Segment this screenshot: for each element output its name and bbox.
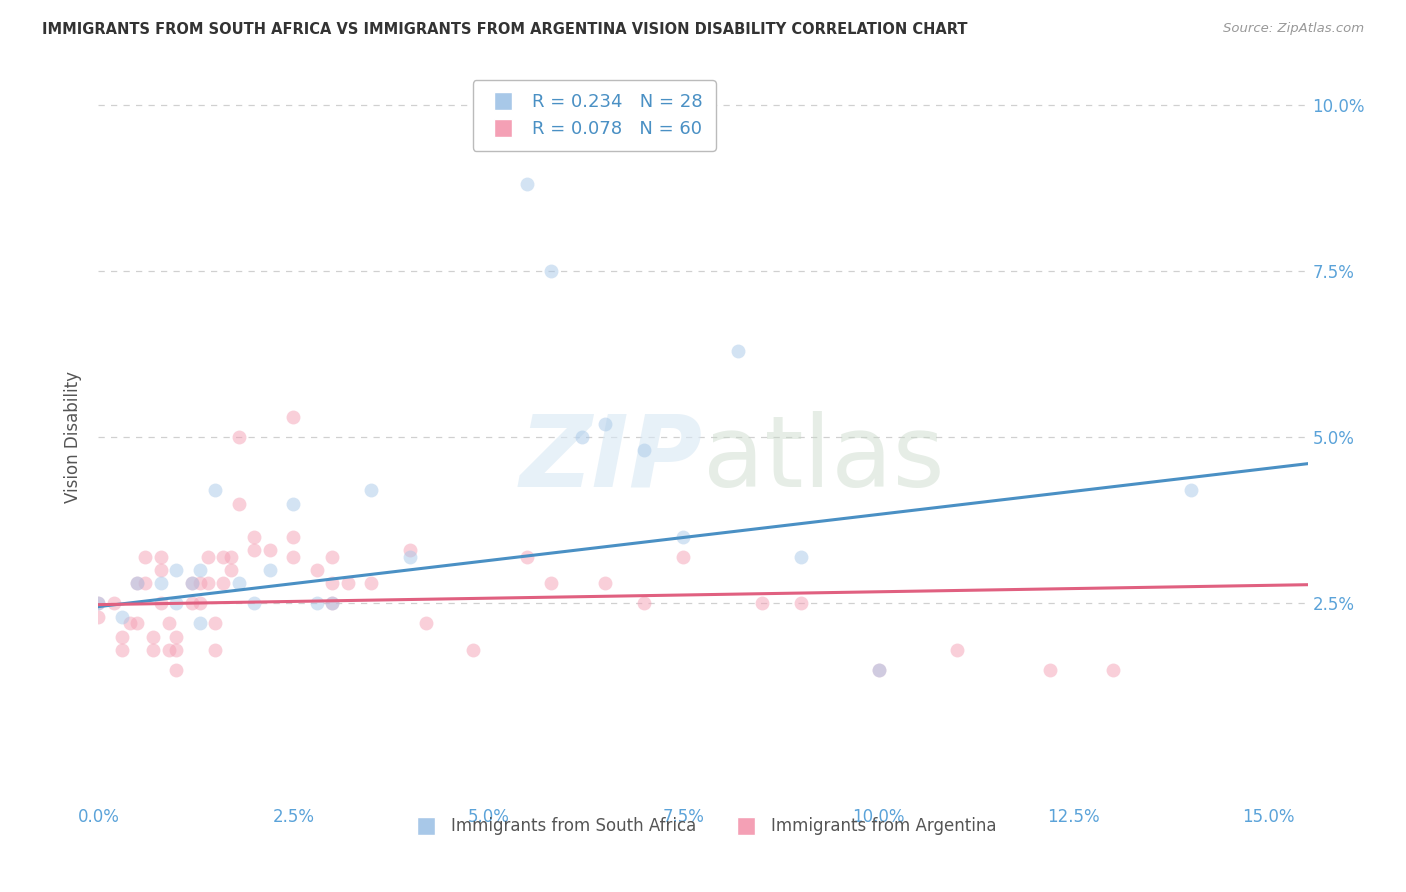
Point (399, 549, 422, 564)
Point (149, 596, 172, 610)
Point (789, 549, 811, 564)
Point (188, 596, 211, 610)
Point (516, 549, 538, 564)
Point (219, 549, 242, 564)
Point (134, 549, 156, 564)
Point (360, 483, 382, 498)
Text: atlas: atlas (703, 410, 945, 508)
Point (321, 549, 343, 564)
Point (127, 576, 149, 591)
Point (283, 497, 305, 511)
Point (283, 410, 305, 425)
Point (204, 483, 226, 498)
Text: Source: ZipAtlas.com: Source: ZipAtlas.com (1223, 22, 1364, 36)
Point (540, 264, 562, 278)
Point (672, 530, 695, 544)
Point (111, 643, 134, 657)
Point (212, 549, 235, 564)
Point (197, 576, 219, 591)
Point (127, 576, 149, 591)
Point (945, 643, 967, 657)
Point (571, 430, 593, 444)
Point (399, 543, 422, 558)
Text: IMMIGRANTS FROM SOUTH AFRICA VS IMMIGRANTS FROM ARGENTINA VISION DISABILITY CORR: IMMIGRANTS FROM SOUTH AFRICA VS IMMIGRAN… (42, 22, 967, 37)
Point (461, 643, 484, 657)
Point (181, 576, 204, 591)
Point (672, 549, 695, 564)
Point (127, 616, 149, 631)
Point (188, 576, 211, 591)
Point (259, 543, 281, 558)
Point (305, 563, 328, 577)
Point (360, 576, 382, 591)
Point (212, 576, 235, 591)
Point (321, 596, 343, 610)
Point (868, 663, 890, 677)
Point (321, 576, 343, 591)
Point (1039, 663, 1062, 677)
Point (321, 596, 343, 610)
Point (111, 609, 134, 624)
Point (149, 549, 172, 564)
Y-axis label: Vision Disability: Vision Disability (65, 371, 83, 503)
Point (283, 549, 305, 564)
Legend: Immigrants from South Africa, Immigrants from Argentina: Immigrants from South Africa, Immigrants… (402, 811, 1004, 842)
Point (243, 596, 266, 610)
Point (228, 430, 250, 444)
Point (595, 417, 617, 431)
Point (197, 549, 219, 564)
Point (165, 563, 187, 577)
Point (789, 596, 811, 610)
Point (134, 576, 156, 591)
Point (188, 616, 211, 631)
Point (181, 596, 204, 610)
Point (283, 530, 305, 544)
Point (243, 530, 266, 544)
Point (165, 630, 187, 644)
Point (165, 663, 187, 677)
Point (188, 563, 211, 577)
Point (243, 543, 266, 558)
Point (305, 596, 328, 610)
Point (165, 643, 187, 657)
Point (540, 576, 562, 591)
Point (149, 576, 172, 591)
Point (181, 576, 204, 591)
Point (204, 643, 226, 657)
Point (337, 576, 360, 591)
Point (204, 616, 226, 631)
Point (219, 563, 242, 577)
Point (228, 497, 250, 511)
Point (868, 663, 890, 677)
Point (142, 630, 165, 644)
Point (157, 616, 180, 631)
Point (111, 630, 134, 644)
Point (142, 643, 165, 657)
Point (751, 596, 773, 610)
Point (87, 596, 110, 610)
Point (165, 596, 187, 610)
Point (727, 343, 749, 358)
Point (149, 563, 172, 577)
Point (633, 596, 655, 610)
Point (595, 576, 617, 591)
Point (103, 596, 125, 610)
Point (1180, 483, 1202, 498)
Point (118, 616, 141, 631)
Point (633, 443, 655, 458)
Point (87, 596, 110, 610)
Point (157, 643, 180, 657)
Point (228, 576, 250, 591)
Point (1101, 663, 1123, 677)
Point (259, 563, 281, 577)
Point (415, 616, 437, 631)
Point (87, 609, 110, 624)
Text: ZIP: ZIP (520, 410, 703, 508)
Point (516, 178, 538, 192)
